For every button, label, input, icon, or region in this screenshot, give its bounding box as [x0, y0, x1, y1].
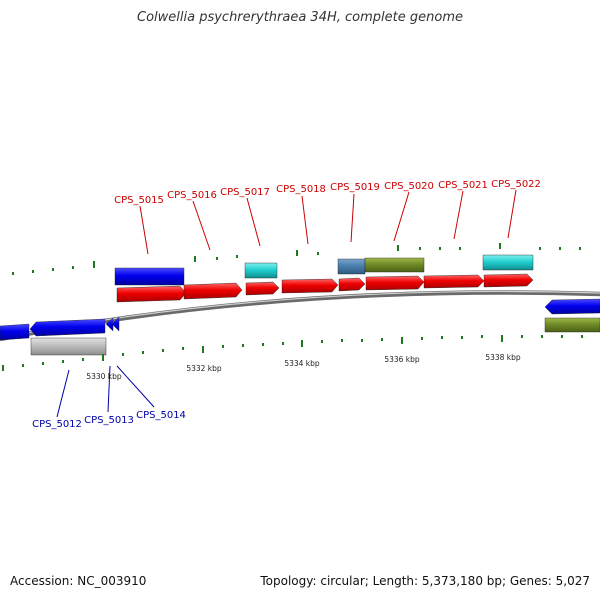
gene-cps-5012 [29, 318, 106, 337]
map-title: Colwellia psychrerythraea 34H, complete … [137, 10, 463, 25]
gene-arrow [483, 273, 534, 288]
gene-arrow [183, 282, 243, 300]
gene-cps-5015 [114, 267, 185, 286]
gene-arrow [0, 323, 30, 341]
upper-tick-row [12, 243, 581, 275]
gene-olive-reverse [544, 317, 600, 333]
scale-label: 5336 kbp [384, 355, 420, 364]
lower-tick-row [2, 335, 583, 371]
genome-summary-text: Topology: circular; Length: 5,373,180 bp… [260, 574, 590, 588]
scale-label: 5332 kbp [186, 364, 222, 373]
gene-label: CPS_5017 [220, 187, 270, 198]
gene-label: CPS_5015 [114, 195, 164, 206]
gene-arrow [245, 281, 280, 296]
scale-label: 5338 kbp [485, 353, 521, 362]
gene-arrow [338, 277, 366, 292]
forward-gene-labels: CPS_5015 CPS_5016 CPS_5017 CPS_5018 CPS_… [114, 179, 541, 206]
reverse-leaders [56, 365, 155, 418]
gene-label: CPS_5014 [136, 410, 186, 421]
leader-line [107, 365, 111, 413]
gene-cps-5014 [111, 316, 120, 332]
gene-label: CPS_5012 [32, 419, 82, 430]
gene-label: CPS_5018 [276, 184, 326, 195]
leader-line [350, 193, 355, 243]
gene-arrow [423, 274, 485, 289]
leader-line [192, 200, 211, 251]
forward-leaders [139, 189, 517, 255]
gene-arrow [116, 285, 187, 303]
gene-label: CPS_5020 [384, 181, 434, 192]
leader-line [116, 365, 155, 408]
leader-line [393, 191, 410, 242]
reverse-genes [0, 298, 600, 356]
leader-line [139, 205, 149, 255]
gene-label: CPS_5019 [330, 182, 380, 193]
gene-arrow [365, 275, 425, 291]
gene-label: CPS_5022 [491, 179, 541, 190]
gene-arrow [281, 278, 339, 294]
gene-label: CPS_5013 [84, 415, 134, 426]
gene-arrow [544, 298, 600, 315]
gene-label: CPS_5021 [438, 180, 488, 191]
scale-labels: 5330 kbp 5332 kbp 5334 kbp 5336 kbp 5338… [86, 353, 521, 381]
leader-line [453, 190, 464, 240]
forward-upper-genes [114, 254, 534, 286]
gene-grey [30, 337, 107, 356]
gene-cps-5017 [244, 262, 278, 279]
scale-label: 5334 kbp [284, 359, 320, 368]
gene-cps-5019 [337, 258, 366, 275]
gene-cps-5020-upper [364, 257, 425, 273]
forward-lower-genes [116, 273, 534, 303]
leader-line [507, 189, 517, 239]
leader-line [56, 369, 70, 418]
accession-text: Accession: NC_003910 [10, 574, 147, 588]
gene-cps-5022 [482, 254, 534, 271]
scale-label: 5330 kbp [86, 372, 122, 381]
gene-label: CPS_5016 [167, 190, 217, 201]
leader-line [301, 195, 309, 245]
leader-line [246, 197, 261, 247]
reverse-gene-labels: CPS_5012 CPS_5013 CPS_5014 [32, 410, 186, 430]
